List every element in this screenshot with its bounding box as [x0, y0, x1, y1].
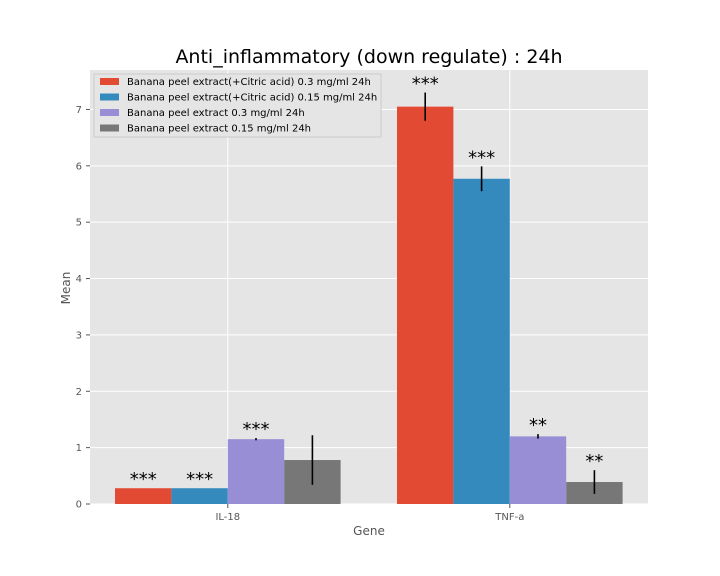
- y-tick-label: 1: [76, 443, 82, 454]
- bar: [227, 439, 285, 504]
- bar: [509, 436, 567, 504]
- y-axis-title: Mean: [59, 272, 73, 305]
- bar: [397, 106, 454, 505]
- plot-area: [90, 70, 648, 504]
- y-tick-label: 0: [76, 500, 82, 511]
- legend: Banana peel extract(+Citric acid) 0.3 mg…: [93, 73, 382, 138]
- significance-label: ***: [130, 469, 157, 490]
- bars: [115, 106, 623, 505]
- x-tick-labels: IL-18 TNF-a: [215, 504, 524, 523]
- significance-labels: *************** ****: [130, 74, 604, 491]
- x-axis-title: Gene: [353, 524, 385, 538]
- legend-swatch: [100, 78, 119, 85]
- y-tick-label: 7: [76, 105, 82, 116]
- significance-label: ***: [468, 147, 495, 168]
- bar: [115, 488, 172, 504]
- y-tick-label: 6: [76, 161, 82, 172]
- chart-title: Anti_inflammatory (down regulate) : 24h: [175, 46, 562, 68]
- significance-label: ***: [412, 74, 439, 95]
- significance-label: **: [585, 451, 603, 472]
- y-tick-label: 5: [76, 218, 82, 229]
- legend-label: Banana peel extract(+Citric acid) 0.3 mg…: [127, 77, 371, 88]
- legend-label: Banana peel extract(+Citric acid) 0.15 m…: [127, 93, 377, 104]
- legend-label: Banana peel extract 0.15 mg/ml 24h: [127, 124, 311, 135]
- y-tick-labels: 0 1 2 3 4 5 6 7: [76, 105, 90, 511]
- y-tick-label: 3: [76, 330, 82, 341]
- bar: [171, 488, 228, 504]
- significance-label: ***: [243, 419, 270, 440]
- legend-swatch: [100, 93, 119, 101]
- significance-label: **: [529, 415, 547, 436]
- legend-frame: [93, 73, 382, 138]
- legend-swatch: [100, 124, 119, 132]
- y-tick-label: 4: [76, 274, 82, 285]
- significance-label: ***: [186, 469, 213, 490]
- x-tick-label: IL-18: [215, 512, 240, 523]
- legend-swatch: [100, 109, 119, 116]
- legend-label: Banana peel extract 0.3 mg/ml 24h: [127, 108, 305, 119]
- bar: [453, 178, 510, 505]
- y-tick-label: 2: [76, 387, 82, 398]
- error-bars: [255, 92, 596, 494]
- x-tick-label: TNF-a: [494, 512, 524, 523]
